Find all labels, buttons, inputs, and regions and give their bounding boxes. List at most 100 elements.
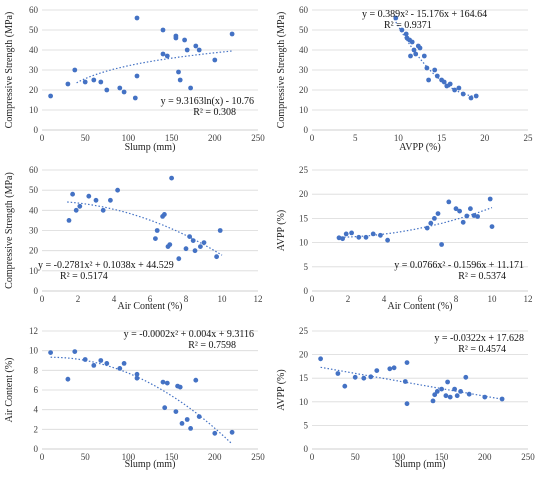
x-tick-label: 0 bbox=[40, 294, 45, 304]
x-tick-label: 4 bbox=[382, 294, 387, 304]
y-tick-label: 4 bbox=[34, 405, 39, 415]
data-point bbox=[167, 242, 173, 248]
data-point bbox=[402, 379, 408, 384]
x-tick-label: 150 bbox=[435, 452, 449, 462]
data-point bbox=[212, 430, 218, 436]
data-point bbox=[153, 236, 158, 242]
y-tick-label: 30 bbox=[29, 226, 39, 236]
y-tick-label: 10 bbox=[29, 105, 39, 115]
y-tick-label: 5 bbox=[304, 262, 309, 272]
data-point bbox=[91, 77, 97, 83]
y-tick-label: 20 bbox=[29, 85, 39, 95]
data-point bbox=[177, 77, 183, 83]
data-point bbox=[217, 228, 223, 233]
data-point bbox=[445, 379, 450, 385]
trend-equation: y = -0.0002x² + 0.004x + 9.3116 bbox=[124, 329, 254, 340]
data-point bbox=[434, 389, 440, 394]
x-tick-label: 8 bbox=[454, 294, 459, 304]
data-point bbox=[370, 231, 376, 237]
data-point bbox=[413, 51, 419, 57]
data-point bbox=[82, 79, 88, 85]
data-point bbox=[363, 234, 369, 240]
data-point bbox=[428, 220, 434, 226]
data-point bbox=[48, 350, 53, 355]
data-point bbox=[162, 212, 167, 217]
y-tick-label: 40 bbox=[29, 205, 39, 215]
data-point bbox=[179, 421, 185, 426]
y-axis-title: AVPP (%) bbox=[276, 369, 287, 410]
data-point bbox=[336, 235, 342, 241]
x-tick-label: 2 bbox=[76, 294, 81, 304]
data-point bbox=[424, 65, 430, 71]
x-tick-label: 150 bbox=[165, 452, 179, 462]
y-tick-label: 10 bbox=[29, 266, 39, 276]
trendline bbox=[76, 50, 233, 84]
y-axis-title: Air Content (%) bbox=[4, 358, 15, 423]
x-tick-label: 10 bbox=[394, 133, 404, 143]
data-point bbox=[173, 409, 179, 414]
data-point bbox=[482, 394, 488, 400]
y-tick-label: 0 bbox=[34, 286, 39, 296]
y-tick-label: 25 bbox=[299, 326, 309, 336]
data-point bbox=[468, 206, 473, 212]
y-axis-title: AVPP (%) bbox=[276, 210, 287, 251]
data-point bbox=[188, 426, 194, 431]
data-point bbox=[499, 396, 505, 402]
x-axis-title: Air Content (%) bbox=[388, 301, 453, 312]
data-point bbox=[98, 79, 104, 85]
data-point bbox=[177, 384, 183, 390]
data-point bbox=[115, 187, 120, 193]
y-tick-label: 25 bbox=[299, 165, 309, 175]
data-point bbox=[468, 95, 474, 101]
data-point bbox=[117, 366, 123, 371]
data-point bbox=[212, 57, 218, 63]
data-point bbox=[91, 363, 97, 368]
y-tick-label: 40 bbox=[29, 45, 39, 55]
data-point bbox=[134, 371, 140, 377]
x-tick-label: 150 bbox=[165, 133, 179, 143]
x-axis-title: Slump (mm) bbox=[395, 459, 446, 470]
x-tick-label: 25 bbox=[524, 133, 534, 143]
data-point bbox=[446, 199, 452, 205]
data-point bbox=[82, 357, 88, 362]
r-squared: R² = 0.9371 bbox=[384, 20, 432, 31]
data-point bbox=[164, 53, 170, 59]
r-squared: R² = 0.4574 bbox=[458, 344, 506, 355]
r-squared: R² = 0.7598 bbox=[188, 340, 236, 351]
data-point bbox=[411, 47, 417, 53]
data-point bbox=[460, 219, 466, 225]
data-point bbox=[198, 244, 203, 250]
data-point bbox=[196, 47, 202, 53]
data-point bbox=[182, 37, 188, 43]
data-point bbox=[439, 386, 444, 392]
data-point bbox=[342, 383, 348, 389]
data-point bbox=[430, 398, 436, 404]
data-point bbox=[121, 361, 127, 366]
x-tick-label: 200 bbox=[208, 452, 222, 462]
data-point bbox=[434, 73, 440, 79]
data-point bbox=[368, 374, 374, 380]
data-point bbox=[173, 35, 179, 41]
y-tick-label: 60 bbox=[299, 5, 309, 15]
trendline bbox=[337, 207, 493, 238]
data-point bbox=[48, 93, 53, 99]
data-point bbox=[132, 95, 138, 101]
data-point bbox=[387, 366, 393, 372]
y-tick-label: 10 bbox=[299, 238, 309, 248]
data-point bbox=[404, 360, 410, 365]
data-point bbox=[318, 356, 323, 362]
data-point bbox=[93, 197, 99, 203]
data-point bbox=[73, 207, 79, 213]
trend-equation: y = 0.0766x² - 0.1596x + 11.171 bbox=[394, 260, 524, 271]
data-point bbox=[193, 43, 199, 49]
y-tick-label: 30 bbox=[29, 65, 39, 75]
x-tick-label: 100 bbox=[122, 133, 136, 143]
y-axis-title: Compressive Strength (MPa) bbox=[4, 172, 15, 289]
chart-panel-5: 0 2 4 6 8 10 12 0 50 100 150 200 250 Slump (mm) Air Co… bbox=[4, 326, 265, 470]
data-point bbox=[452, 386, 457, 392]
data-point bbox=[164, 380, 170, 386]
data-point bbox=[72, 67, 78, 73]
data-point bbox=[343, 231, 349, 237]
data-point bbox=[104, 361, 110, 366]
